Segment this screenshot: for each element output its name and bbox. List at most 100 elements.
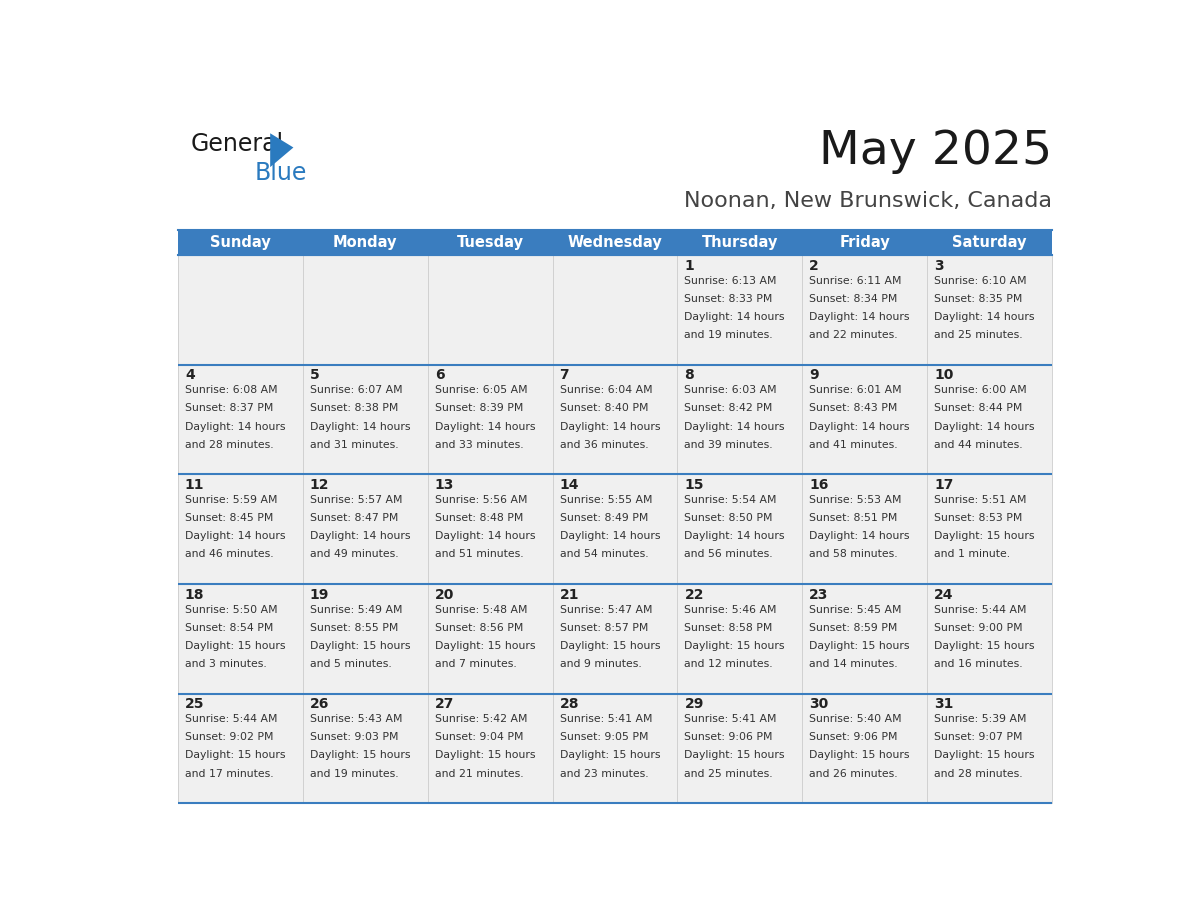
- Text: 25: 25: [185, 698, 204, 711]
- Text: Daylight: 14 hours: Daylight: 14 hours: [684, 421, 785, 431]
- Text: 16: 16: [809, 478, 829, 492]
- Bar: [303, 255, 428, 364]
- Text: 3: 3: [934, 259, 943, 273]
- Bar: [677, 475, 802, 584]
- Text: Sunset: 9:06 PM: Sunset: 9:06 PM: [809, 733, 898, 743]
- Text: Sunset: 8:35 PM: Sunset: 8:35 PM: [934, 294, 1023, 304]
- Text: Daylight: 15 hours: Daylight: 15 hours: [934, 751, 1035, 760]
- Text: 26: 26: [310, 698, 329, 711]
- Text: 1: 1: [684, 259, 694, 273]
- Text: and 44 minutes.: and 44 minutes.: [934, 440, 1023, 450]
- Text: Sunrise: 5:51 AM: Sunrise: 5:51 AM: [934, 495, 1026, 505]
- Text: Sunset: 8:58 PM: Sunset: 8:58 PM: [684, 622, 773, 633]
- Text: Daylight: 15 hours: Daylight: 15 hours: [310, 641, 410, 651]
- Text: 23: 23: [809, 588, 829, 601]
- Text: Sunrise: 5:53 AM: Sunrise: 5:53 AM: [809, 495, 902, 505]
- Text: and 17 minutes.: and 17 minutes.: [185, 768, 273, 778]
- Text: Daylight: 14 hours: Daylight: 14 hours: [435, 421, 536, 431]
- Text: Sunset: 8:47 PM: Sunset: 8:47 PM: [310, 513, 398, 523]
- Text: and 51 minutes.: and 51 minutes.: [435, 549, 524, 559]
- Bar: [178, 364, 303, 475]
- Text: Sunrise: 5:41 AM: Sunrise: 5:41 AM: [560, 714, 652, 724]
- Text: Sunrise: 6:07 AM: Sunrise: 6:07 AM: [310, 386, 403, 396]
- Text: Sunset: 8:37 PM: Sunset: 8:37 PM: [185, 403, 273, 413]
- Text: 15: 15: [684, 478, 704, 492]
- Text: and 46 minutes.: and 46 minutes.: [185, 549, 273, 559]
- Text: 31: 31: [934, 698, 954, 711]
- Text: Sunset: 9:04 PM: Sunset: 9:04 PM: [435, 733, 523, 743]
- Bar: [178, 475, 303, 584]
- Text: and 21 minutes.: and 21 minutes.: [435, 768, 524, 778]
- Text: Daylight: 14 hours: Daylight: 14 hours: [809, 532, 910, 542]
- Text: and 26 minutes.: and 26 minutes.: [809, 768, 898, 778]
- Text: Sunset: 8:43 PM: Sunset: 8:43 PM: [809, 403, 898, 413]
- Text: Daylight: 15 hours: Daylight: 15 hours: [560, 751, 661, 760]
- Text: Sunrise: 5:39 AM: Sunrise: 5:39 AM: [934, 714, 1026, 724]
- Text: Sunset: 8:49 PM: Sunset: 8:49 PM: [560, 513, 647, 523]
- Bar: [802, 255, 928, 364]
- Bar: [303, 475, 428, 584]
- Text: Sunrise: 5:44 AM: Sunrise: 5:44 AM: [934, 605, 1026, 615]
- Polygon shape: [270, 133, 293, 167]
- Bar: [677, 230, 802, 255]
- Text: Daylight: 15 hours: Daylight: 15 hours: [310, 751, 410, 760]
- Text: 13: 13: [435, 478, 454, 492]
- Bar: [928, 255, 1053, 364]
- Text: 21: 21: [560, 588, 579, 601]
- Bar: [303, 230, 428, 255]
- Text: Sunrise: 6:04 AM: Sunrise: 6:04 AM: [560, 386, 652, 396]
- Bar: [928, 364, 1053, 475]
- Text: and 33 minutes.: and 33 minutes.: [435, 440, 524, 450]
- Text: Sunday: Sunday: [210, 235, 271, 250]
- Text: Sunset: 8:34 PM: Sunset: 8:34 PM: [809, 294, 898, 304]
- Bar: [677, 364, 802, 475]
- Text: Sunrise: 5:57 AM: Sunrise: 5:57 AM: [310, 495, 403, 505]
- Text: 30: 30: [809, 698, 828, 711]
- Text: Sunset: 9:03 PM: Sunset: 9:03 PM: [310, 733, 398, 743]
- Text: and 23 minutes.: and 23 minutes.: [560, 768, 649, 778]
- Text: 8: 8: [684, 368, 694, 383]
- Text: General: General: [191, 131, 284, 156]
- Text: 5: 5: [310, 368, 320, 383]
- Text: Sunrise: 5:41 AM: Sunrise: 5:41 AM: [684, 714, 777, 724]
- Text: Daylight: 14 hours: Daylight: 14 hours: [435, 532, 536, 542]
- Text: and 19 minutes.: and 19 minutes.: [310, 768, 398, 778]
- Text: Blue: Blue: [254, 161, 307, 185]
- Text: and 19 minutes.: and 19 minutes.: [684, 330, 773, 340]
- Text: and 49 minutes.: and 49 minutes.: [310, 549, 398, 559]
- Bar: [428, 584, 552, 693]
- Bar: [802, 364, 928, 475]
- Bar: [552, 364, 677, 475]
- Text: and 39 minutes.: and 39 minutes.: [684, 440, 773, 450]
- Text: Sunrise: 6:05 AM: Sunrise: 6:05 AM: [435, 386, 527, 396]
- Text: Sunrise: 5:42 AM: Sunrise: 5:42 AM: [435, 714, 527, 724]
- Text: and 36 minutes.: and 36 minutes.: [560, 440, 649, 450]
- Text: Daylight: 15 hours: Daylight: 15 hours: [185, 641, 285, 651]
- Text: Daylight: 15 hours: Daylight: 15 hours: [560, 641, 661, 651]
- Text: Daylight: 14 hours: Daylight: 14 hours: [809, 421, 910, 431]
- Bar: [303, 693, 428, 803]
- Bar: [802, 475, 928, 584]
- Text: Daylight: 14 hours: Daylight: 14 hours: [185, 532, 285, 542]
- Text: Daylight: 15 hours: Daylight: 15 hours: [435, 751, 536, 760]
- Text: Sunrise: 5:45 AM: Sunrise: 5:45 AM: [809, 605, 902, 615]
- Text: Sunrise: 6:01 AM: Sunrise: 6:01 AM: [809, 386, 902, 396]
- Bar: [928, 230, 1053, 255]
- Text: Sunset: 8:50 PM: Sunset: 8:50 PM: [684, 513, 773, 523]
- Text: Daylight: 14 hours: Daylight: 14 hours: [185, 421, 285, 431]
- Text: Daylight: 14 hours: Daylight: 14 hours: [934, 312, 1035, 322]
- Text: and 14 minutes.: and 14 minutes.: [809, 659, 898, 669]
- Text: Sunset: 9:06 PM: Sunset: 9:06 PM: [684, 733, 773, 743]
- Text: Sunset: 8:40 PM: Sunset: 8:40 PM: [560, 403, 649, 413]
- Bar: [178, 230, 303, 255]
- Text: Sunrise: 5:55 AM: Sunrise: 5:55 AM: [560, 495, 652, 505]
- Text: Sunset: 8:51 PM: Sunset: 8:51 PM: [809, 513, 898, 523]
- Text: 27: 27: [435, 698, 454, 711]
- Text: 9: 9: [809, 368, 819, 383]
- Text: Sunset: 9:02 PM: Sunset: 9:02 PM: [185, 733, 273, 743]
- Text: Sunset: 8:53 PM: Sunset: 8:53 PM: [934, 513, 1023, 523]
- Text: Daylight: 14 hours: Daylight: 14 hours: [310, 421, 410, 431]
- Text: Sunrise: 5:50 AM: Sunrise: 5:50 AM: [185, 605, 278, 615]
- Bar: [428, 475, 552, 584]
- Text: 20: 20: [435, 588, 454, 601]
